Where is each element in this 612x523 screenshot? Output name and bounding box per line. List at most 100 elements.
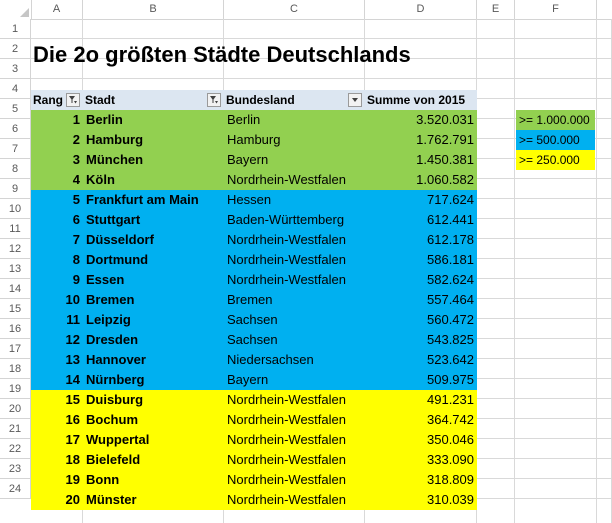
cell-rang[interactable]: 6 — [31, 210, 83, 230]
header-summe[interactable]: Summe von 2015 — [365, 90, 477, 110]
row-header[interactable]: 17 — [0, 339, 31, 359]
row-header[interactable]: 8 — [0, 159, 31, 179]
row-header[interactable]: 4 — [0, 79, 31, 99]
cell-stadt[interactable]: Münster — [83, 490, 224, 510]
cell-summe[interactable]: 543.825 — [365, 330, 477, 350]
column-header-b[interactable]: B — [83, 0, 224, 19]
cell-summe[interactable]: 333.090 — [365, 450, 477, 470]
cell-summe[interactable]: 523.642 — [365, 350, 477, 370]
cell-rang[interactable]: 14 — [31, 370, 83, 390]
cell-rang[interactable]: 3 — [31, 150, 83, 170]
row-header[interactable]: 12 — [0, 239, 31, 259]
cell-rang[interactable]: 10 — [31, 290, 83, 310]
cell-bundesland[interactable]: Sachsen — [224, 330, 365, 350]
cell-stadt[interactable]: Frankfurt am Main — [83, 190, 224, 210]
row-header[interactable]: 14 — [0, 279, 31, 299]
header-bundesland[interactable]: Bundesland — [224, 90, 365, 110]
cell-bundesland[interactable]: Nordrhein-Westfalen — [224, 410, 365, 430]
row-header[interactable]: 6 — [0, 119, 31, 139]
cell-summe[interactable]: 318.809 — [365, 470, 477, 490]
cell-summe[interactable]: 310.039 — [365, 490, 477, 510]
row-header[interactable]: 10 — [0, 199, 31, 219]
row-header[interactable]: 2 — [0, 39, 31, 59]
filter-funnel-icon[interactable] — [207, 93, 221, 107]
row-header[interactable]: 22 — [0, 439, 31, 459]
cell-bundesland[interactable]: Hamburg — [224, 130, 365, 150]
cell-bundesland[interactable]: Sachsen — [224, 310, 365, 330]
row-header[interactable]: 19 — [0, 379, 31, 399]
column-header-e[interactable]: E — [477, 0, 515, 19]
cell-summe[interactable]: 509.975 — [365, 370, 477, 390]
cell-bundesland[interactable]: Berlin — [224, 110, 365, 130]
row-header[interactable]: 13 — [0, 259, 31, 279]
row-header[interactable]: 21 — [0, 419, 31, 439]
row-header[interactable]: 20 — [0, 399, 31, 419]
column-header-c[interactable]: C — [224, 0, 365, 19]
cell-bundesland[interactable]: Hessen — [224, 190, 365, 210]
row-header[interactable]: 1 — [0, 19, 31, 39]
row-header[interactable]: 7 — [0, 139, 31, 159]
cell-stadt[interactable]: Bremen — [83, 290, 224, 310]
legend-item-green[interactable]: >= 1.000.000 — [516, 110, 595, 130]
cell-summe[interactable]: 364.742 — [365, 410, 477, 430]
cell-stadt[interactable]: Duisburg — [83, 390, 224, 410]
cell-bundesland[interactable]: Bremen — [224, 290, 365, 310]
row-header[interactable]: 23 — [0, 459, 31, 479]
cell-bundesland[interactable]: Nordrhein-Westfalen — [224, 230, 365, 250]
filter-funnel-icon[interactable] — [66, 93, 80, 107]
cell-bundesland[interactable]: Nordrhein-Westfalen — [224, 470, 365, 490]
dropdown-arrow-icon[interactable] — [348, 93, 362, 107]
cell-bundesland[interactable]: Nordrhein-Westfalen — [224, 450, 365, 470]
cell-rang[interactable]: 16 — [31, 410, 83, 430]
cell-stadt[interactable]: Berlin — [83, 110, 224, 130]
cell-stadt[interactable]: Dortmund — [83, 250, 224, 270]
cell-stadt[interactable]: Leipzig — [83, 310, 224, 330]
cell-rang[interactable]: 19 — [31, 470, 83, 490]
cell-bundesland[interactable]: Nordrhein-Westfalen — [224, 390, 365, 410]
cell-stadt[interactable]: Hamburg — [83, 130, 224, 150]
row-header[interactable]: 18 — [0, 359, 31, 379]
cell-bundesland[interactable]: Nordrhein-Westfalen — [224, 170, 365, 190]
cell-bundesland[interactable]: Nordrhein-Westfalen — [224, 270, 365, 290]
legend-item-blue[interactable]: >= 500.000 — [516, 130, 595, 150]
cell-stadt[interactable]: Bielefeld — [83, 450, 224, 470]
cell-rang[interactable]: 7 — [31, 230, 83, 250]
header-rang[interactable]: Rang — [31, 90, 83, 110]
cell-rang[interactable]: 1 — [31, 110, 83, 130]
cell-summe[interactable]: 612.441 — [365, 210, 477, 230]
cell-summe[interactable]: 717.624 — [365, 190, 477, 210]
cell-summe[interactable]: 582.624 — [365, 270, 477, 290]
cell-stadt[interactable]: Köln — [83, 170, 224, 190]
cell-summe[interactable]: 3.520.031 — [365, 110, 477, 130]
row-header[interactable]: 24 — [0, 479, 31, 499]
cell-bundesland[interactable]: Bayern — [224, 150, 365, 170]
cell-rang[interactable]: 13 — [31, 350, 83, 370]
cell-summe[interactable]: 1.762.791 — [365, 130, 477, 150]
cell-stadt[interactable]: München — [83, 150, 224, 170]
cell-rang[interactable]: 12 — [31, 330, 83, 350]
column-header-a[interactable]: A — [31, 0, 83, 19]
cell-rang[interactable]: 18 — [31, 450, 83, 470]
cell-rang[interactable]: 2 — [31, 130, 83, 150]
row-header[interactable]: 9 — [0, 179, 31, 199]
row-header[interactable]: 16 — [0, 319, 31, 339]
row-header[interactable]: 11 — [0, 219, 31, 239]
cell-stadt[interactable]: Dresden — [83, 330, 224, 350]
cell-rang[interactable]: 4 — [31, 170, 83, 190]
cell-summe[interactable]: 491.231 — [365, 390, 477, 410]
legend-item-yellow[interactable]: >= 250.000 — [516, 150, 595, 170]
cell-bundesland[interactable]: Baden-Württemberg — [224, 210, 365, 230]
cell-rang[interactable]: 5 — [31, 190, 83, 210]
cell-rang[interactable]: 20 — [31, 490, 83, 510]
cell-rang[interactable]: 11 — [31, 310, 83, 330]
cell-stadt[interactable]: Bonn — [83, 470, 224, 490]
cell-stadt[interactable]: Düsseldorf — [83, 230, 224, 250]
cell-bundesland[interactable]: Niedersachsen — [224, 350, 365, 370]
cell-bundesland[interactable]: Nordrhein-Westfalen — [224, 430, 365, 450]
cell-summe[interactable]: 612.178 — [365, 230, 477, 250]
header-stadt[interactable]: Stadt — [83, 90, 224, 110]
cell-rang[interactable]: 8 — [31, 250, 83, 270]
column-header-d[interactable]: D — [365, 0, 477, 19]
cell-summe[interactable]: 557.464 — [365, 290, 477, 310]
cell-stadt[interactable]: Bochum — [83, 410, 224, 430]
